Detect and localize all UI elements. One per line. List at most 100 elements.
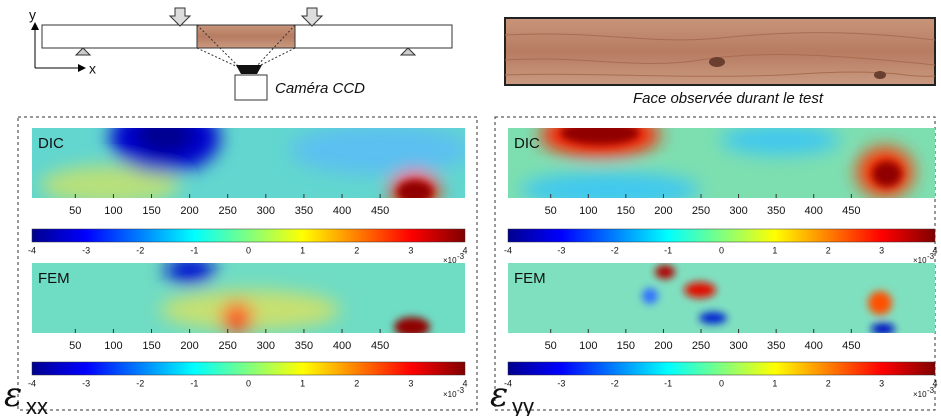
colorbar-tick-label: 4 (932, 245, 937, 255)
wood-caption: Face observée durant le test (633, 90, 824, 107)
colorbar-tick-label: -4 (504, 378, 512, 388)
x-tick-label: 200 (180, 205, 198, 217)
beam-setup: y x Caméra CCD (29, 7, 453, 101)
strain-symbol: ε (490, 375, 508, 415)
x-tick-label: 400 (333, 205, 351, 217)
colorbar-exponent: -3 (927, 386, 935, 395)
x-tick-label: 150 (142, 340, 160, 352)
x-tick-label: 450 (371, 340, 389, 352)
axis-label: y (29, 7, 36, 23)
x-tick-label: 300 (257, 340, 275, 352)
panel-frame (17, 116, 478, 411)
x-tick-label: 250 (219, 340, 237, 352)
axis-label: x (89, 61, 96, 77)
colorbar-tick-label: 1 (300, 378, 305, 388)
colorbar-multiplier: ×10 (443, 390, 457, 399)
colorbar-tick-label: -2 (611, 378, 619, 388)
colorbar-tick-label: -4 (28, 378, 36, 388)
x-tick-label: 300 (729, 205, 747, 217)
colorbar-tick-label: 3 (879, 378, 884, 388)
colorbar-exponent: -3 (927, 252, 935, 261)
colorbar-multiplier: ×10 (913, 390, 927, 399)
strain-subscript: yy (512, 394, 534, 416)
x-tick-label: 50 (69, 205, 81, 217)
colorbar-tick-label: 2 (354, 378, 359, 388)
colorbar-tick-label: -1 (664, 245, 672, 255)
colorbar-tick-label: -2 (136, 245, 144, 255)
camera-label: Caméra CCD (275, 80, 365, 97)
colorbar (507, 228, 936, 243)
colorbar-tick-label: -4 (504, 245, 512, 255)
map-label: FEM (514, 270, 546, 287)
colorbar-tick-label: 0 (719, 378, 724, 388)
map-label: DIC (514, 135, 540, 152)
colorbar-exponent: -3 (457, 386, 465, 395)
strain-subscript: xx (26, 394, 48, 416)
x-tick-label: 250 (692, 340, 710, 352)
colorbar-multiplier: ×10 (443, 256, 457, 265)
x-tick-label: 250 (692, 205, 710, 217)
heatmap (32, 128, 465, 198)
x-tick-label: 350 (295, 205, 313, 217)
x-tick-label: 300 (257, 205, 275, 217)
x-tick-label: 450 (842, 340, 860, 352)
x-tick-label: 450 (371, 205, 389, 217)
colorbar (31, 228, 466, 243)
x-tick-label: 350 (767, 340, 785, 352)
x-tick-label: 400 (805, 340, 823, 352)
x-tick-label: 50 (69, 340, 81, 352)
heatmap (508, 263, 935, 333)
x-tick-label: 450 (842, 205, 860, 217)
colorbar-tick-label: 2 (354, 245, 359, 255)
colorbar-tick-label: 4 (462, 245, 467, 255)
colorbar-tick-label: 3 (879, 245, 884, 255)
colorbar-tick-label: 0 (246, 378, 251, 388)
x-tick-label: 250 (219, 205, 237, 217)
colorbar (31, 361, 466, 376)
colorbar-tick-label: 4 (462, 378, 467, 388)
x-tick-label: 100 (579, 340, 597, 352)
x-tick-label: 300 (729, 340, 747, 352)
x-tick-label: 150 (142, 205, 160, 217)
colorbar-tick-label: 3 (408, 378, 413, 388)
colorbar (507, 361, 936, 376)
colorbar-tick-label: 1 (772, 245, 777, 255)
colorbar-tick-label: -2 (136, 378, 144, 388)
colorbar-tick-label: -2 (611, 245, 619, 255)
heatmap (32, 263, 465, 333)
x-tick-label: 400 (333, 340, 351, 352)
colorbar-multiplier: ×10 (913, 256, 927, 265)
colorbar-tick-label: 2 (826, 378, 831, 388)
x-tick-label: 150 (617, 340, 635, 352)
x-tick-label: 400 (805, 205, 823, 217)
wood-photo: Face observée durant le test (504, 17, 936, 107)
x-tick-label: 200 (654, 205, 672, 217)
x-tick-label: 50 (545, 340, 557, 352)
x-tick-label: 350 (295, 340, 313, 352)
colorbar-tick-label: 1 (772, 378, 777, 388)
colorbar-tick-label: -3 (557, 245, 565, 255)
colorbar-tick-label: -3 (82, 245, 90, 255)
colorbar-tick-label: 3 (408, 245, 413, 255)
colorbar-tick-label: 0 (719, 245, 724, 255)
heatmap (508, 128, 935, 198)
map-label: DIC (38, 135, 64, 152)
map-label: FEM (38, 270, 70, 287)
colorbar-tick-label: -3 (557, 378, 565, 388)
colorbar-tick-label: 2 (826, 245, 831, 255)
x-tick-label: 200 (654, 340, 672, 352)
x-tick-label: 150 (617, 205, 635, 217)
x-tick-label: 100 (579, 205, 597, 217)
x-tick-label: 350 (767, 205, 785, 217)
x-tick-label: 100 (104, 340, 122, 352)
colorbar-tick-label: -1 (190, 378, 198, 388)
x-tick-label: 50 (545, 205, 557, 217)
colorbar-tick-label: -3 (82, 378, 90, 388)
x-tick-label: 100 (104, 205, 122, 217)
x-tick-label: 200 (180, 340, 198, 352)
strain-symbol: ε (4, 375, 22, 415)
colorbar-tick-label: -1 (190, 245, 198, 255)
colorbar-tick-label: -1 (664, 378, 672, 388)
colorbar-tick-label: 1 (300, 245, 305, 255)
